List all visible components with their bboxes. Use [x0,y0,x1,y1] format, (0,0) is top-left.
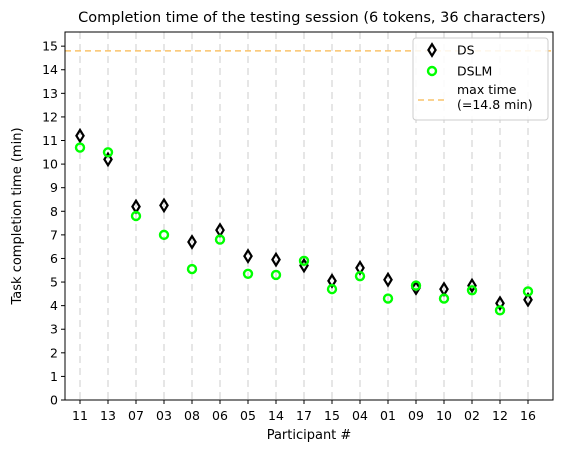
y-tick-label-15: 15 [42,39,58,54]
legend-box [412,37,549,121]
y-tick-label-0: 0 [50,393,58,408]
point-dslm-06 [214,234,226,245]
series-dslm [74,142,534,316]
point-dslm-09 [410,280,422,291]
y-tick-label-11: 11 [42,133,58,148]
legend-label-ds: DS [457,43,475,58]
y-tick-label-3: 3 [50,322,58,337]
y-tick-label-8: 8 [50,204,58,219]
point-dslm-15 [326,283,338,295]
point-ds-12 [495,295,505,312]
point-ds-14 [271,251,281,268]
legend-marker-dslm [426,65,438,77]
x-tick-label-17: 17 [296,408,312,423]
point-ds-15 [327,272,337,289]
x-tick-label-07: 07 [128,408,144,423]
y-tick-label-7: 7 [50,227,58,242]
point-dslm-07 [130,210,142,222]
point-ds-11 [75,127,85,144]
point-ds-13 [103,151,113,168]
x-tick-label-14: 14 [268,408,284,423]
x-tick-label-03: 03 [156,408,172,423]
x-tick-label-12: 12 [492,408,508,423]
point-ds-03 [159,197,169,214]
y-tick-label-9: 9 [50,180,58,195]
point-dslm-05 [242,268,254,279]
point-dslm-11 [74,142,86,153]
y-tick-label-2: 2 [50,345,58,360]
chart-title: Completion time of the testing session (… [78,10,546,26]
legend-label-max-time: max time (=14.8 min) [457,82,533,112]
point-dslm-02 [466,285,478,296]
x-axis: 11 13 07 03 08 06 05 14 17 15 04 01 09 10 02 12 16 [72,400,536,423]
x-tick-label-13: 13 [100,408,116,423]
y-axis-label: Task completion time (min) [10,127,25,305]
point-ds-02 [467,277,477,294]
y-tick-label-1: 1 [50,369,58,384]
y-tick-label-4: 4 [50,298,58,313]
point-ds-09 [411,280,421,296]
point-ds-01 [383,271,393,288]
x-tick-label-10: 10 [436,408,452,423]
point-ds-16 [523,291,533,308]
x-tick-label-02: 02 [464,408,480,423]
point-dslm-12 [494,305,506,316]
x-tick-label-01: 01 [380,408,396,423]
y-tick-label-12: 12 [42,109,58,124]
x-axis-label: Participant # [267,428,352,443]
legend-marker-ds [427,42,437,58]
legend-label-max-time-line-1: max time [457,82,517,97]
point-dslm-03 [158,229,170,241]
x-tick-label-04: 04 [352,408,368,423]
x-tick-label-09: 09 [408,408,424,423]
x-tick-label-16: 16 [520,408,536,423]
legend: DS DSLM max time (=14.8 min) [412,37,549,121]
point-ds-05 [243,248,253,264]
point-dslm-14 [270,269,282,281]
data-series [74,127,534,316]
legend-label-max-time-line-2: (=14.8 min) [457,97,533,112]
point-dslm-16 [522,286,534,297]
point-dslm-13 [102,147,114,158]
x-tick-label-08: 08 [184,408,200,423]
x-tick-label-11: 11 [72,408,88,423]
y-tick-label-13: 13 [42,86,58,101]
y-tick-label-6: 6 [50,251,58,266]
point-dslm-08 [186,263,198,275]
x-tick-label-05: 05 [240,408,256,423]
x-tick-label-15: 15 [324,408,340,423]
y-tick-label-14: 14 [42,62,58,77]
point-ds-04 [355,260,365,276]
vertical-gridlines [79,32,529,400]
point-ds-08 [187,234,197,250]
x-tick-label-06: 06 [212,408,228,423]
legend-label-dslm: DSLM [457,64,492,79]
plot-frame [64,31,554,401]
y-tick-label-5: 5 [50,275,58,290]
point-dslm-01 [382,293,394,304]
y-tick-label-10: 10 [42,157,58,172]
point-dslm-04 [354,270,366,282]
point-dslm-10 [438,293,450,304]
point-dslm-17 [298,255,310,267]
